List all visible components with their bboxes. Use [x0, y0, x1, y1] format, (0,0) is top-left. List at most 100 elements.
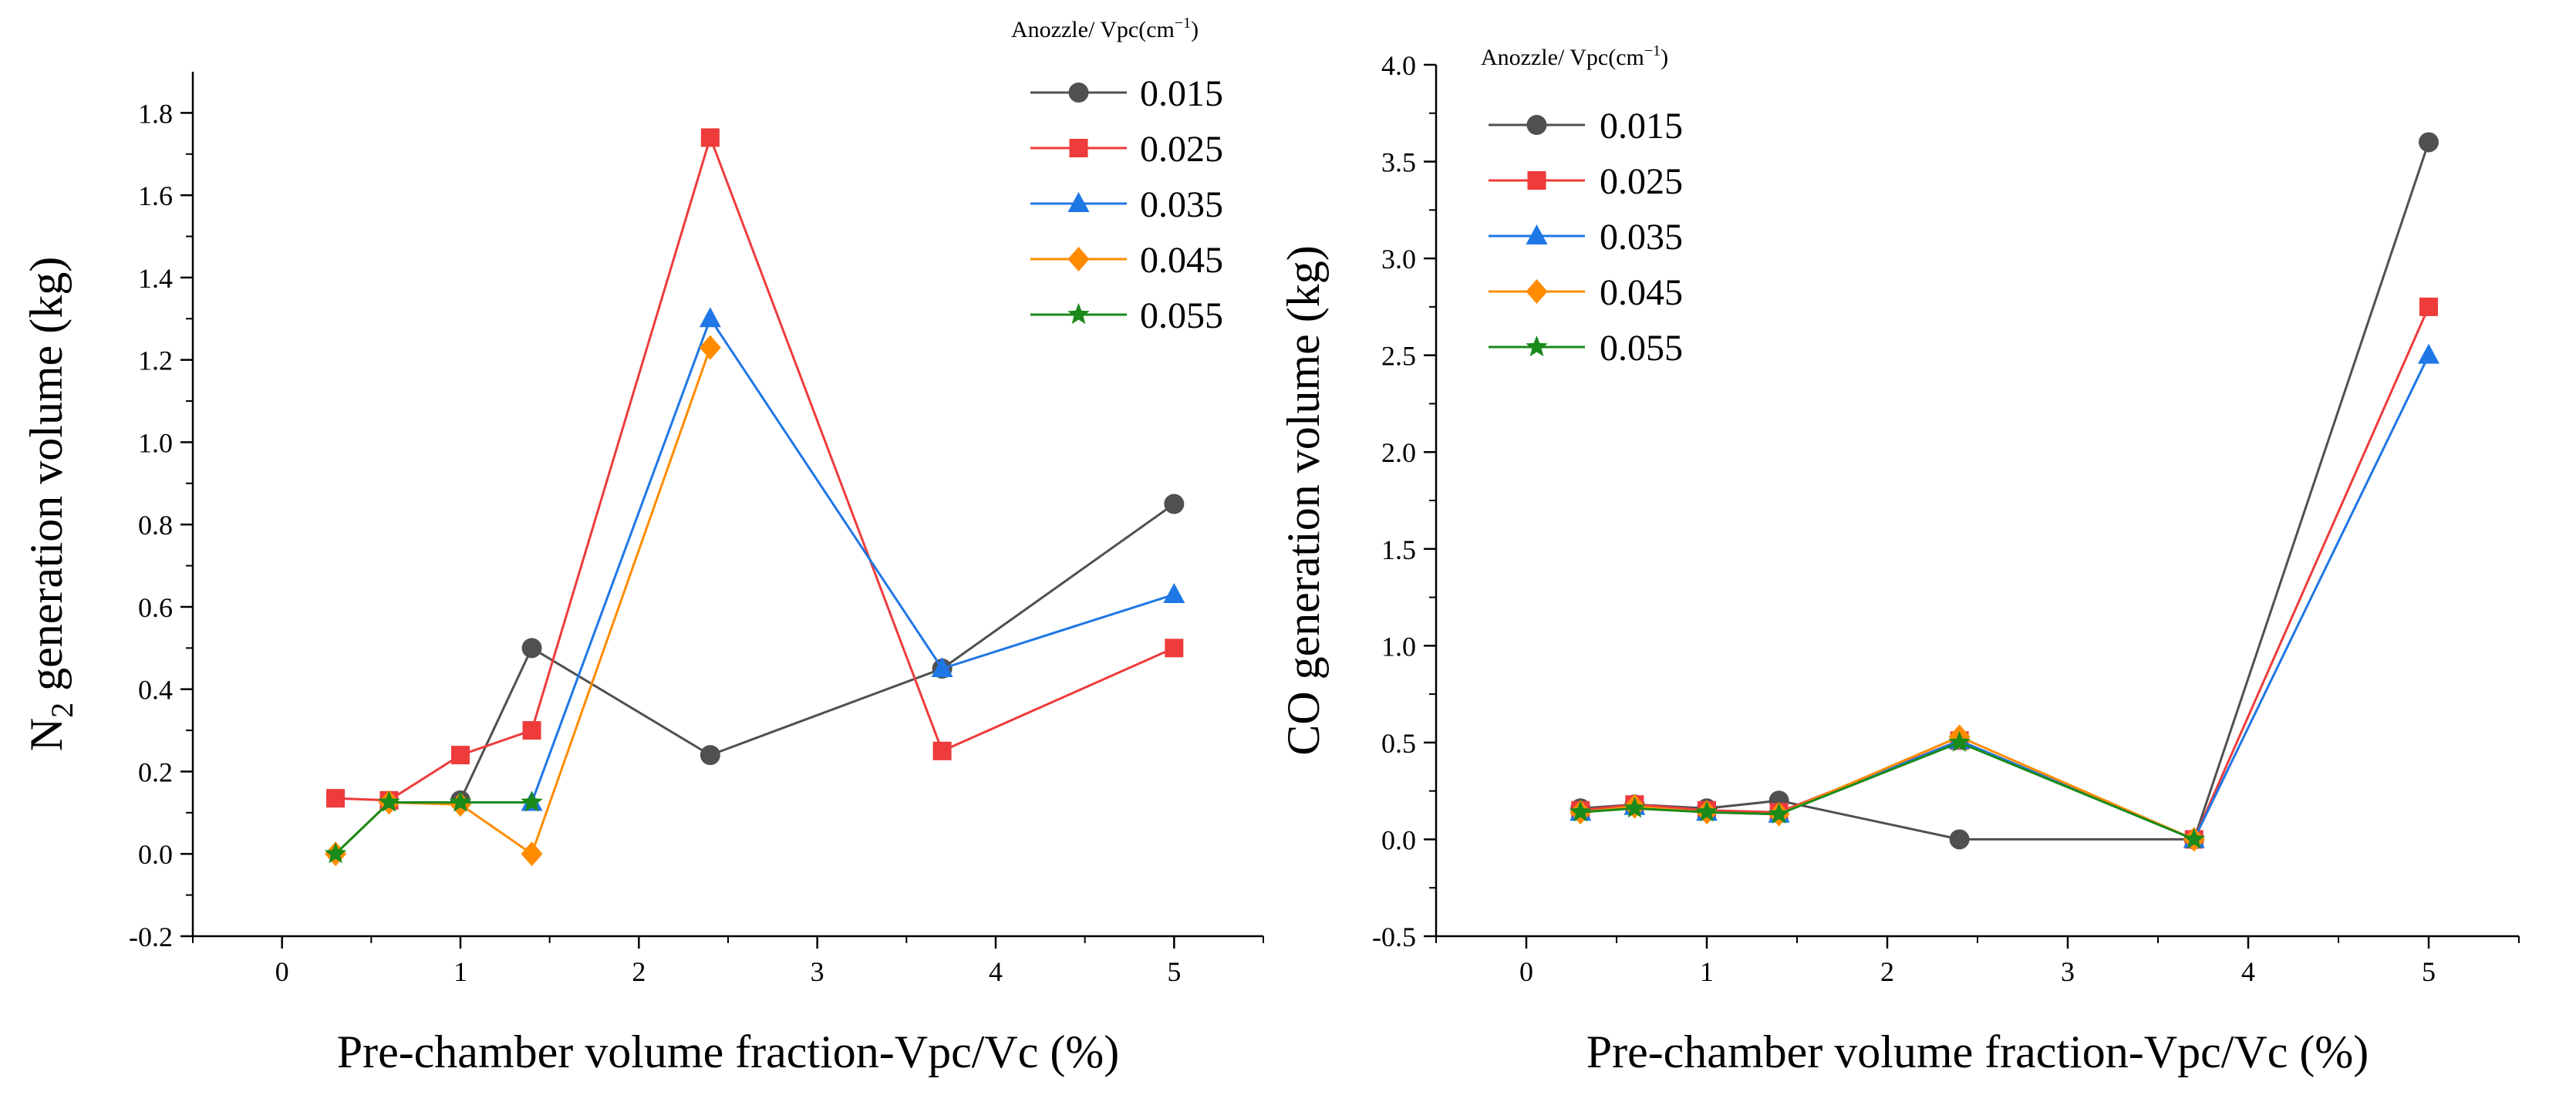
legend-label-0.025: 0.025 — [1140, 129, 1223, 170]
data-point-0.015 — [1164, 494, 1185, 514]
data-point-0.055 — [324, 842, 347, 864]
legend-marker-0.015 — [1526, 115, 1547, 135]
data-point-0.015 — [521, 638, 542, 659]
data-point-0.015 — [2419, 132, 2439, 153]
legend-title: Anozzle/ Vpc(cm−1) — [1481, 42, 1668, 70]
x-tick-label: 1 — [1700, 956, 1714, 987]
legend-marker-0.035 — [1526, 224, 1548, 244]
legend-marker-0.035 — [1067, 192, 1090, 212]
data-point-0.025 — [932, 741, 952, 760]
y-axis-label-main: N — [21, 718, 72, 751]
x-tick-label: 1 — [453, 956, 467, 987]
legend-title-sup: −1 — [1644, 42, 1661, 59]
legend-marker-0.015 — [1068, 83, 1089, 103]
y-tick-label: 0.8 — [138, 510, 173, 541]
data-point-0.055 — [1569, 800, 1592, 822]
data-point-0.035 — [1163, 582, 1185, 603]
data-point-0.015 — [1949, 829, 1970, 850]
y-tick-label: 0.4 — [138, 675, 173, 706]
legend-label-0.035: 0.035 — [1600, 217, 1683, 258]
y-tick-label: 3.0 — [1381, 244, 1416, 275]
y-tick-label: 1.4 — [138, 263, 173, 294]
x-tick-label: 4 — [989, 956, 1003, 987]
legend-marker-0.045 — [1526, 279, 1548, 304]
y-axis-label-rest: generation volume (kg) — [21, 257, 72, 703]
series-line-0.015 — [1580, 141, 2430, 841]
series-line-0.055 — [335, 801, 532, 855]
data-point-0.025 — [522, 721, 541, 740]
data-point-0.025 — [326, 789, 346, 808]
y-tick-label: 1.0 — [138, 427, 173, 458]
y-tick-label: -0.5 — [1372, 922, 1416, 952]
y-axis-label-sub: 2 — [45, 703, 79, 718]
legend-label-0.015: 0.015 — [1600, 106, 1683, 147]
x-tick-label: 0 — [1519, 956, 1533, 987]
y-tick-label: 1.2 — [138, 345, 173, 376]
y-tick-label: 1.6 — [138, 180, 173, 211]
legend-title: Anozzle/ Vpc(cm−1) — [1011, 15, 1199, 42]
legend-label-0.045: 0.045 — [1600, 272, 1683, 313]
x-tick-label: 0 — [275, 956, 289, 987]
y-tick-label: 0.0 — [1381, 824, 1416, 855]
x-axis-label: Pre-chamber volume fraction-Vpc/Vc (%) — [1586, 1026, 2369, 1077]
x-tick-label: 2 — [1880, 956, 1894, 987]
data-point-0.055 — [449, 790, 472, 812]
y-tick-label: 2.0 — [1381, 437, 1416, 468]
legend-label-0.015: 0.015 — [1140, 73, 1223, 114]
y-tick-label: 0.0 — [138, 839, 173, 870]
legend-label-0.025: 0.025 — [1600, 161, 1683, 202]
y-tick-label: 4.0 — [1381, 50, 1416, 81]
co-chart: -0.5 0.0 0.5 1.0 1.5 2.0 2.5 3.0 3.5 4.0 0 1 2 3 4 5 Pre… — [1278, 42, 2520, 1077]
data-point-0.055 — [2183, 827, 2206, 849]
data-point-0.055 — [1948, 730, 1971, 753]
data-point-0.055 — [1695, 800, 1718, 822]
data-point-0.025 — [1165, 639, 1184, 658]
x-axis-label: Pre-chamber volume fraction-Vpc/Vc (%) — [337, 1026, 1120, 1077]
legend-title-end: ) — [1191, 17, 1199, 42]
y-tick-label: 1.8 — [138, 98, 173, 129]
data-point-0.055 — [378, 790, 400, 812]
legend-label-0.055: 0.055 — [1600, 328, 1683, 369]
x-tick-label: 3 — [2061, 956, 2075, 987]
data-point-0.015 — [700, 745, 720, 766]
n2-chart: -0.2 0.0 0.2 0.4 0.6 0.8 1.0 1.2 1.4 1.6 1.8 0 1 2 3 4 5… — [21, 15, 1264, 1077]
y-tick-label: -0.2 — [129, 922, 173, 952]
x-tick-label: 3 — [811, 956, 824, 987]
series-line-0.055 — [1580, 741, 2195, 841]
x-tick-label: 5 — [2422, 956, 2436, 987]
y-tick-label: 1.5 — [1381, 534, 1416, 565]
legend-label-0.045: 0.045 — [1140, 240, 1223, 281]
series-line-0.035 — [531, 316, 1175, 804]
data-point-0.055 — [1768, 802, 1790, 824]
legend-label-0.055: 0.055 — [1140, 295, 1223, 336]
y-tick-label: 0.5 — [1381, 728, 1416, 759]
legend-title-main: Anozzle/ Vpc(cm — [1011, 17, 1175, 42]
legend-marker-0.055 — [1067, 303, 1090, 325]
data-point-0.035 — [699, 307, 721, 328]
data-point-0.035 — [2418, 343, 2439, 364]
legend-title-end: ) — [1661, 45, 1668, 70]
x-tick-label: 4 — [2241, 956, 2255, 987]
legend-marker-0.025 — [1069, 139, 1088, 157]
y-axis-label: CO generation volume (kg) — [1278, 245, 1329, 756]
y-tick-label: 1.0 — [1381, 631, 1416, 662]
y-tick-label: 0.2 — [138, 757, 173, 787]
data-point-0.055 — [521, 790, 543, 812]
data-point-0.025 — [451, 746, 470, 765]
y-tick-label: 0.6 — [138, 592, 173, 623]
legend-title-sup: −1 — [1175, 15, 1191, 32]
data-point-0.035 — [931, 657, 953, 678]
y-axis-label-main: CO generation volume (kg) — [1278, 245, 1329, 756]
series-line-0.045 — [335, 347, 712, 856]
y-tick-label: 3.5 — [1381, 147, 1416, 178]
data-point-0.045 — [699, 335, 721, 360]
data-point-0.045 — [521, 841, 543, 867]
data-point-0.055 — [1623, 797, 1646, 818]
legend-label-0.035: 0.035 — [1140, 184, 1223, 225]
legend-marker-0.055 — [1526, 335, 1548, 357]
y-tick-label: 2.5 — [1381, 341, 1416, 372]
legend-marker-0.025 — [1527, 171, 1546, 190]
legend-marker-0.045 — [1067, 247, 1090, 271]
y-axis-label: N2 generation volume (kg) — [21, 257, 79, 752]
